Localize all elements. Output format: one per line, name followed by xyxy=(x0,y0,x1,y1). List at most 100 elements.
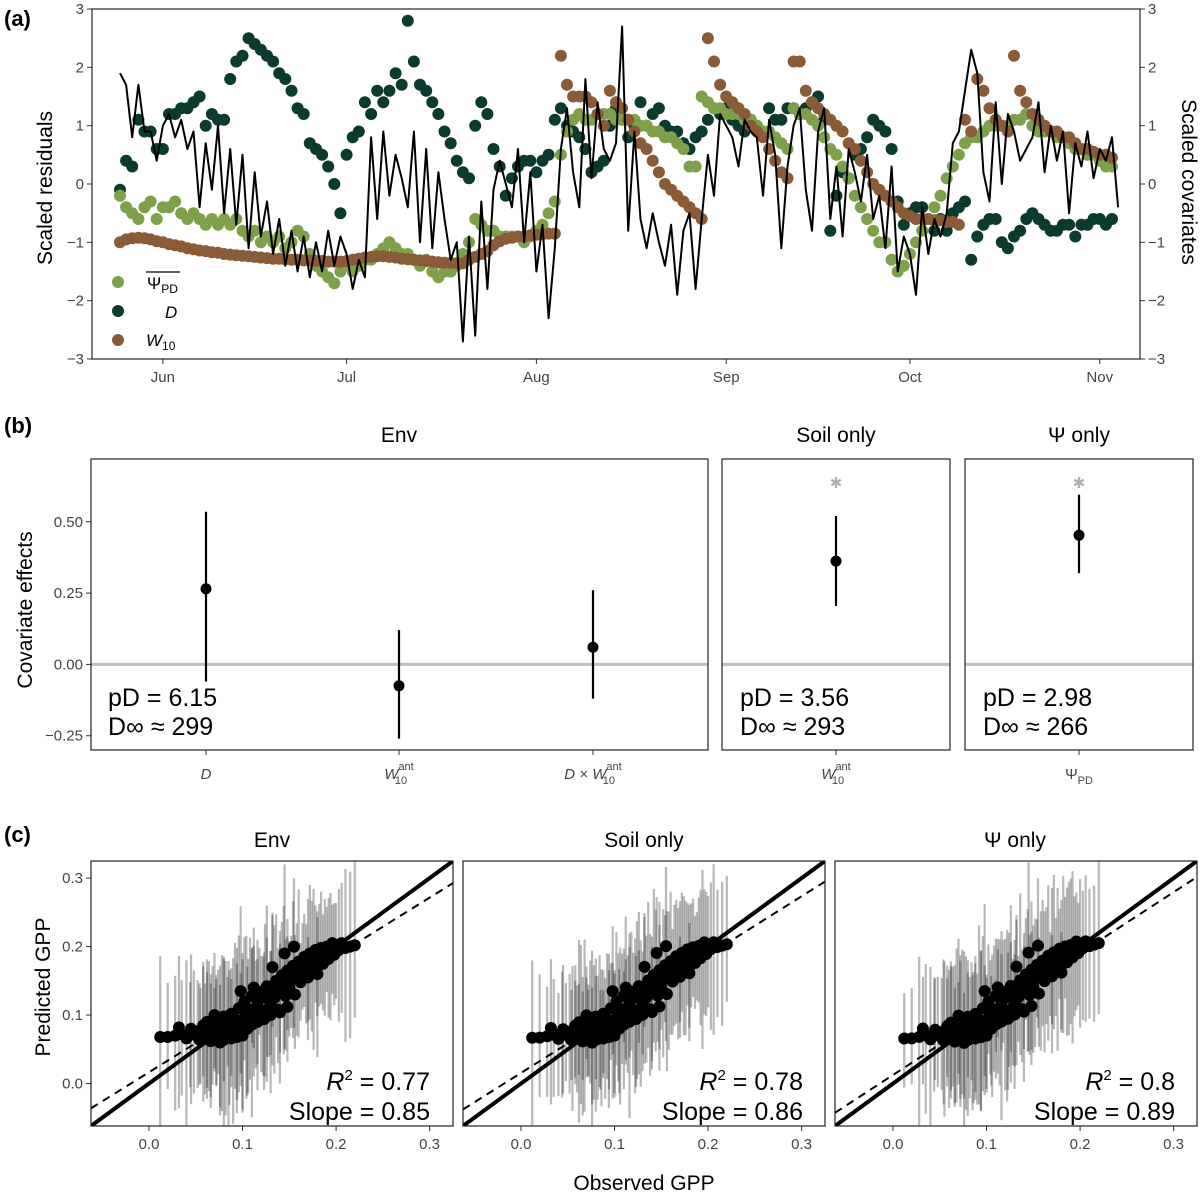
panel-a-point-psi xyxy=(132,213,145,225)
gpp-point xyxy=(991,981,1004,994)
panel-a-point-psi xyxy=(867,224,880,237)
panel-a-point-w xyxy=(848,143,861,155)
panel-a-point-w xyxy=(1020,96,1033,109)
gpp-point xyxy=(185,1022,198,1035)
panel-a-point-psi xyxy=(928,201,941,214)
panel-a-legend: ΨPD D W10 xyxy=(112,271,180,353)
panel-a-point-d xyxy=(763,102,776,115)
gpp-point xyxy=(266,961,279,974)
panel-a-point-d xyxy=(322,160,335,173)
panel-c-ytick-label: 0.3 xyxy=(62,870,83,887)
panel-a-point-psi xyxy=(861,213,874,225)
facet-title-psi-only: Ψ only xyxy=(1048,424,1110,447)
panel-c-ytick-label: 0.1 xyxy=(62,1007,83,1024)
panel-a-point-d xyxy=(885,143,898,155)
panel-a-plot-area xyxy=(114,14,1120,343)
panel-a-point-d xyxy=(824,224,837,237)
panel-a-point-d xyxy=(1106,213,1118,225)
panel-a-ytick-left-label: −3 xyxy=(67,351,84,368)
panel-a-point-d xyxy=(879,125,892,138)
panel-a-point-d xyxy=(352,125,365,138)
gpp-point xyxy=(659,940,672,953)
panel-a-point-d xyxy=(548,113,561,126)
panel-a-point-psi xyxy=(689,160,702,173)
panel-a-point-w xyxy=(793,55,806,68)
panel-a-point-d xyxy=(487,143,500,155)
panel-a-xtick-label: Jul xyxy=(337,369,356,386)
panel-a-yticks-right: 3 2 1 0 −1 −2 −3 xyxy=(1140,1,1165,368)
panel-a-point-d xyxy=(989,213,1002,225)
panel-label-a: (a) xyxy=(4,6,31,31)
panel-a-ytick-right-label: 0 xyxy=(1148,176,1156,193)
panel-a-point-psi xyxy=(114,189,126,202)
gpp-point xyxy=(210,1025,223,1038)
panel-a-point-psi xyxy=(897,259,910,272)
panel-a-xtick-label: Nov xyxy=(1086,369,1113,386)
panel-a-point-d xyxy=(1069,230,1082,243)
gpp-point xyxy=(941,1020,954,1033)
panel-c-xtick-label: 0.2 xyxy=(1070,1136,1091,1153)
panel-a-point-w xyxy=(854,154,867,167)
panel-a-point-d xyxy=(432,108,445,120)
c-facet-inner xyxy=(463,861,825,1126)
panel-a-point-d xyxy=(530,166,543,179)
panel-c-xtick-label: 0.0 xyxy=(883,1136,904,1153)
panel-a-xtick-label: Jun xyxy=(151,369,175,386)
legend-w-label: W10 xyxy=(146,331,176,353)
facet-soil-only-frame xyxy=(721,458,951,751)
posterior-mean-point xyxy=(1073,529,1085,541)
panel-a-point-d xyxy=(475,96,488,109)
legend-psi-label: ΨPD xyxy=(147,274,178,296)
gpp-point xyxy=(234,985,247,998)
panel-a-frame xyxy=(91,8,1141,360)
c-facet-env-plot: 0.0 0.1 0.2 0.3 xyxy=(91,861,453,1153)
panel-c-xtick-label: 0.2 xyxy=(326,1136,347,1153)
c-facet-env-slope: Slope = 0.85 xyxy=(289,1098,430,1126)
panel-a-point-psi xyxy=(150,213,163,225)
gpp-point xyxy=(557,1023,570,1036)
c-facet-psi-only-frame xyxy=(834,860,1198,1127)
gpp-point xyxy=(952,1009,965,1022)
panel-a-ytick-right-label: 3 xyxy=(1148,1,1156,18)
panel-a-point-psi xyxy=(144,195,157,208)
facet-psi-only-dinf: D∞ ≈ 266 xyxy=(983,713,1088,741)
facet-title-soil-only: Soil only xyxy=(796,424,876,447)
panel-a-point-d xyxy=(236,49,249,62)
gpp-point xyxy=(576,1035,589,1048)
xlabel-soil-w10ant: Want 10 xyxy=(821,761,850,787)
c-facet-title-env: Env xyxy=(254,829,291,852)
gpp-point xyxy=(674,970,687,983)
panel-a-ytick-right-label: −2 xyxy=(1148,293,1165,310)
panel-a-point-w xyxy=(977,84,990,97)
gpp-point xyxy=(606,985,619,998)
c-facet-inner xyxy=(835,861,1197,1126)
legend-d-label: D xyxy=(165,303,177,322)
panel-a-point-psi xyxy=(818,131,831,144)
panel-a-point-d xyxy=(267,55,280,68)
c-facet-soil-only-r2: R2 = 0.78 xyxy=(699,1067,803,1096)
panel-a-point-d xyxy=(554,102,567,115)
panel-a-point-w xyxy=(701,32,714,45)
panel-c-xtick-label: 0.0 xyxy=(139,1136,160,1153)
panel-a-point-w xyxy=(1014,84,1027,97)
panel-c-xtick-label: 0.1 xyxy=(976,1136,997,1153)
gpp-point xyxy=(1032,987,1045,1000)
xlabel-w10ant: Want 10 xyxy=(384,761,413,787)
c-facet-psi-only-plot: 0.0 0.1 0.2 0.3 xyxy=(835,861,1197,1153)
xlabel-d-x-w10ant: D × Want 10 xyxy=(564,761,621,787)
panel-a-point-w xyxy=(603,84,616,97)
gpp-point xyxy=(565,1034,578,1047)
panel-a-point-w xyxy=(757,131,769,144)
panel-a-point-w xyxy=(554,49,567,62)
panel-a-point-psi xyxy=(952,148,965,161)
gpp-point xyxy=(197,1019,210,1032)
panel-a-point-w xyxy=(861,166,874,179)
gpp-point xyxy=(954,1025,967,1038)
panel-a-point-d xyxy=(401,14,414,27)
panel-c-xtick-label: 0.0 xyxy=(511,1136,532,1153)
panel-a-point-d xyxy=(389,67,402,80)
gpp-point xyxy=(193,1033,206,1046)
gpp-point xyxy=(569,1019,582,1032)
panel-a-xtick-label: Sep xyxy=(713,369,740,386)
panel-a-point-d xyxy=(959,195,971,208)
